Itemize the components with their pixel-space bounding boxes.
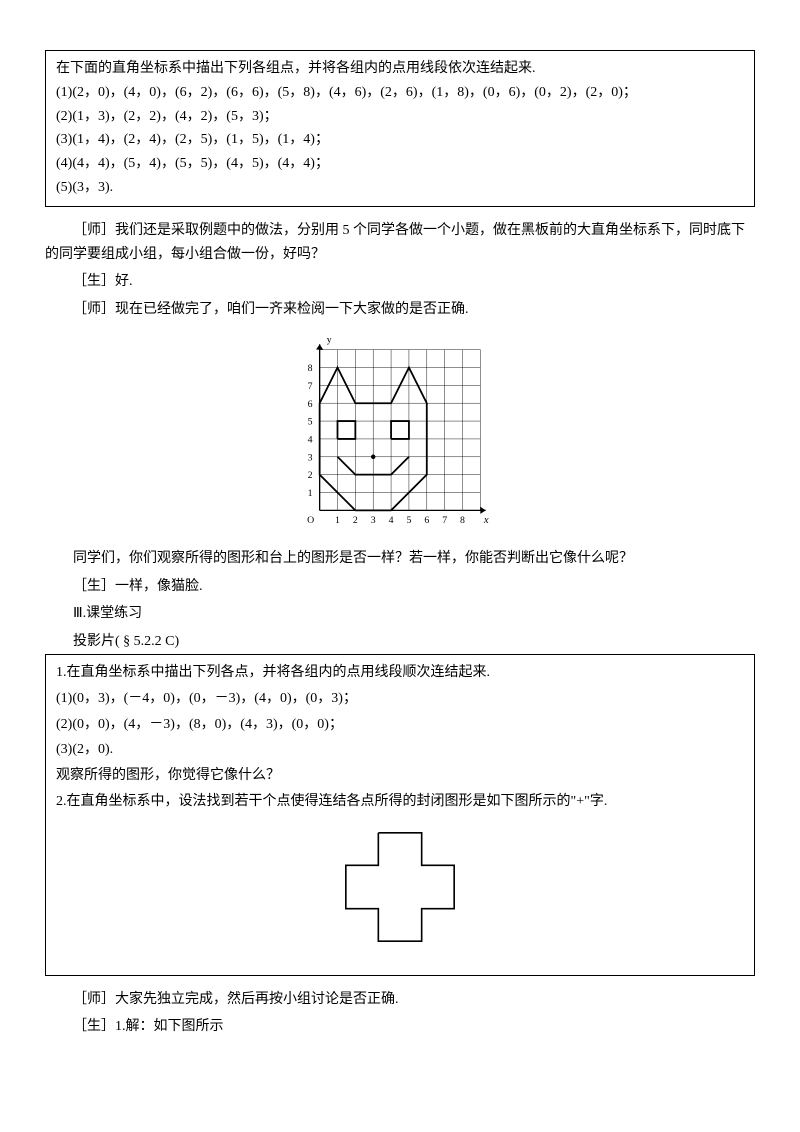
cross-svg — [335, 822, 465, 952]
q2-text: 2.在直角坐标系中，设法找到若干个点使得连结各点所得的封闭图形是如下图所示的"+… — [56, 790, 744, 814]
q1-line-1: (1)(0，3)，(－4，0)，(0，－3)，(4，0)，(0，3)； — [56, 687, 744, 711]
svg-text:7: 7 — [308, 381, 313, 392]
svg-text:4: 4 — [308, 434, 313, 445]
svg-text:1: 1 — [308, 488, 313, 499]
student-line-2: ［生］一样，像猫脸. — [45, 575, 755, 599]
svg-text:8: 8 — [460, 515, 465, 526]
box1-intro: 在下面的直角坐标系中描出下列各组点，并将各组内的点用线段依次连结起来. — [56, 57, 744, 81]
box1-line-3: (3)(1，4)，(2，4)，(2，5)，(1，5)，(1，4)； — [56, 128, 744, 152]
slide-ref: 投影片( § 5.2.2 C) — [45, 630, 755, 654]
svg-text:6: 6 — [424, 515, 429, 526]
svg-text:2: 2 — [308, 470, 313, 481]
q1-line-2: (2)(0，0)，(4，－3)，(8，0)，(4，3)，(0，0)； — [56, 713, 744, 737]
svg-text:y: y — [327, 334, 332, 345]
teacher-line-1: ［师］我们还是采取例题中的做法，分别用 5 个同学各做一个小题，做在黑板前的大直… — [45, 219, 755, 267]
svg-text:4: 4 — [389, 515, 394, 526]
svg-text:6: 6 — [308, 399, 313, 410]
teacher-line-3: ［师］大家先独立完成，然后再按小组讨论是否正确. — [45, 988, 755, 1012]
problem-box-2: 1.在直角坐标系中描出下列各点，并将各组内的点用线段顺次连结起来. (1)(0，… — [45, 654, 755, 976]
cat-chart-figure: 1 2 3 4 5 6 7 8 1 2 3 4 5 6 7 8 Oy x — [45, 330, 755, 539]
observe-question: 同学们，你们观察所得的图形和台上的图形是否一样？若一样，你能否判断出它像什么呢？ — [45, 547, 755, 571]
svg-text:O: O — [307, 515, 314, 526]
box1-line-5: (5)(3，3). — [56, 176, 744, 200]
svg-text:1: 1 — [335, 515, 340, 526]
svg-text:2: 2 — [353, 515, 358, 526]
section-heading: Ⅲ.课堂练习 — [45, 602, 755, 626]
svg-text:x: x — [483, 514, 489, 526]
svg-text:3: 3 — [371, 515, 376, 526]
cat-chart-svg: 1 2 3 4 5 6 7 8 1 2 3 4 5 6 7 8 Oy x — [300, 330, 500, 530]
cross-figure — [56, 822, 744, 961]
problem-box-1: 在下面的直角坐标系中描出下列各组点，并将各组内的点用线段依次连结起来. (1)(… — [45, 50, 755, 207]
svg-text:3: 3 — [308, 452, 313, 463]
svg-text:7: 7 — [442, 515, 447, 526]
teacher-line-2: ［师］现在已经做完了，咱们一齐来检阅一下大家做的是否正确. — [45, 298, 755, 322]
q1-intro: 1.在直角坐标系中描出下列各点，并将各组内的点用线段顺次连结起来. — [56, 661, 744, 685]
box1-line-4: (4)(4，4)，(5，4)，(5，5)，(4，5)，(4，4)； — [56, 152, 744, 176]
svg-text:5: 5 — [308, 417, 313, 428]
svg-text:8: 8 — [308, 363, 313, 374]
student-line-3: ［生］1.解：如下图所示 — [45, 1015, 755, 1039]
svg-text:5: 5 — [406, 515, 411, 526]
box1-line-2: (2)(1，3)，(2，2)，(4，2)，(5，3)； — [56, 105, 744, 129]
q1-line-3: (3)(2，0). — [56, 738, 744, 762]
q1-observe: 观察所得的图形，你觉得它像什么？ — [56, 764, 744, 788]
box1-line-1: (1)(2，0)，(4，0)，(6，2)，(6，6)，(5，8)，(4，6)，(… — [56, 81, 744, 105]
student-line-1: ［生］好. — [45, 270, 755, 294]
